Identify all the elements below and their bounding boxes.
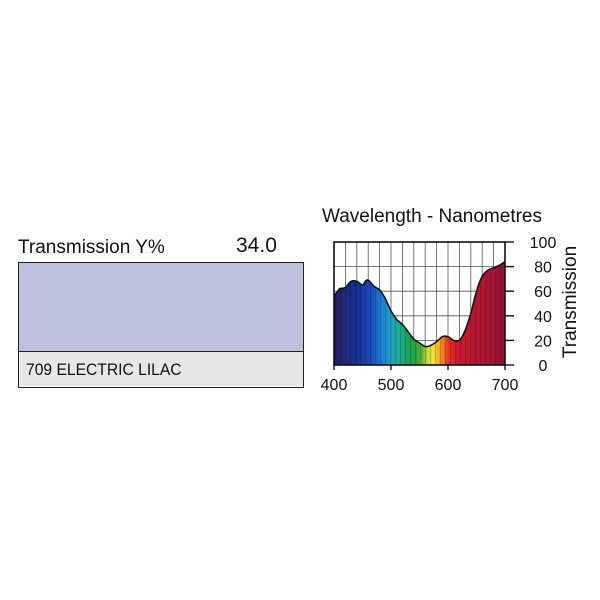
y-tick-label: 60 — [534, 284, 552, 301]
transmission-curve — [333, 261, 506, 348]
spectrum-stripes — [334, 261, 505, 365]
x-tick-labels: 400 500 600 700 — [321, 377, 519, 394]
y-tick-labels: 0 20 40 60 80 100 — [530, 235, 557, 375]
tick-marks — [333, 241, 514, 370]
y-tick-label: 0 — [539, 358, 548, 375]
x-tick-label: 600 — [435, 377, 462, 394]
y-tick-label: 80 — [534, 260, 552, 277]
y-tick-label: 40 — [534, 309, 552, 326]
y-tick-label: 20 — [534, 333, 552, 350]
transmission-value: 34.0 — [236, 234, 277, 257]
transmission-label: Transmission Y% — [18, 237, 165, 258]
x-tick-label: 500 — [378, 377, 405, 394]
x-tick-label: 700 — [492, 377, 519, 394]
filter-color-swatch — [19, 263, 303, 352]
filter-name: 709 ELECTRIC LILAC — [26, 360, 182, 379]
x-tick-label: 400 — [321, 377, 348, 394]
filter-swatch-box: 709 ELECTRIC LILAC — [18, 262, 304, 388]
filter-name-bar: 709 ELECTRIC LILAC — [19, 352, 303, 386]
chart-title: Wavelength - Nanometres — [322, 206, 543, 227]
y-tick-label: 100 — [530, 235, 557, 252]
plot-frame — [333, 241, 506, 366]
